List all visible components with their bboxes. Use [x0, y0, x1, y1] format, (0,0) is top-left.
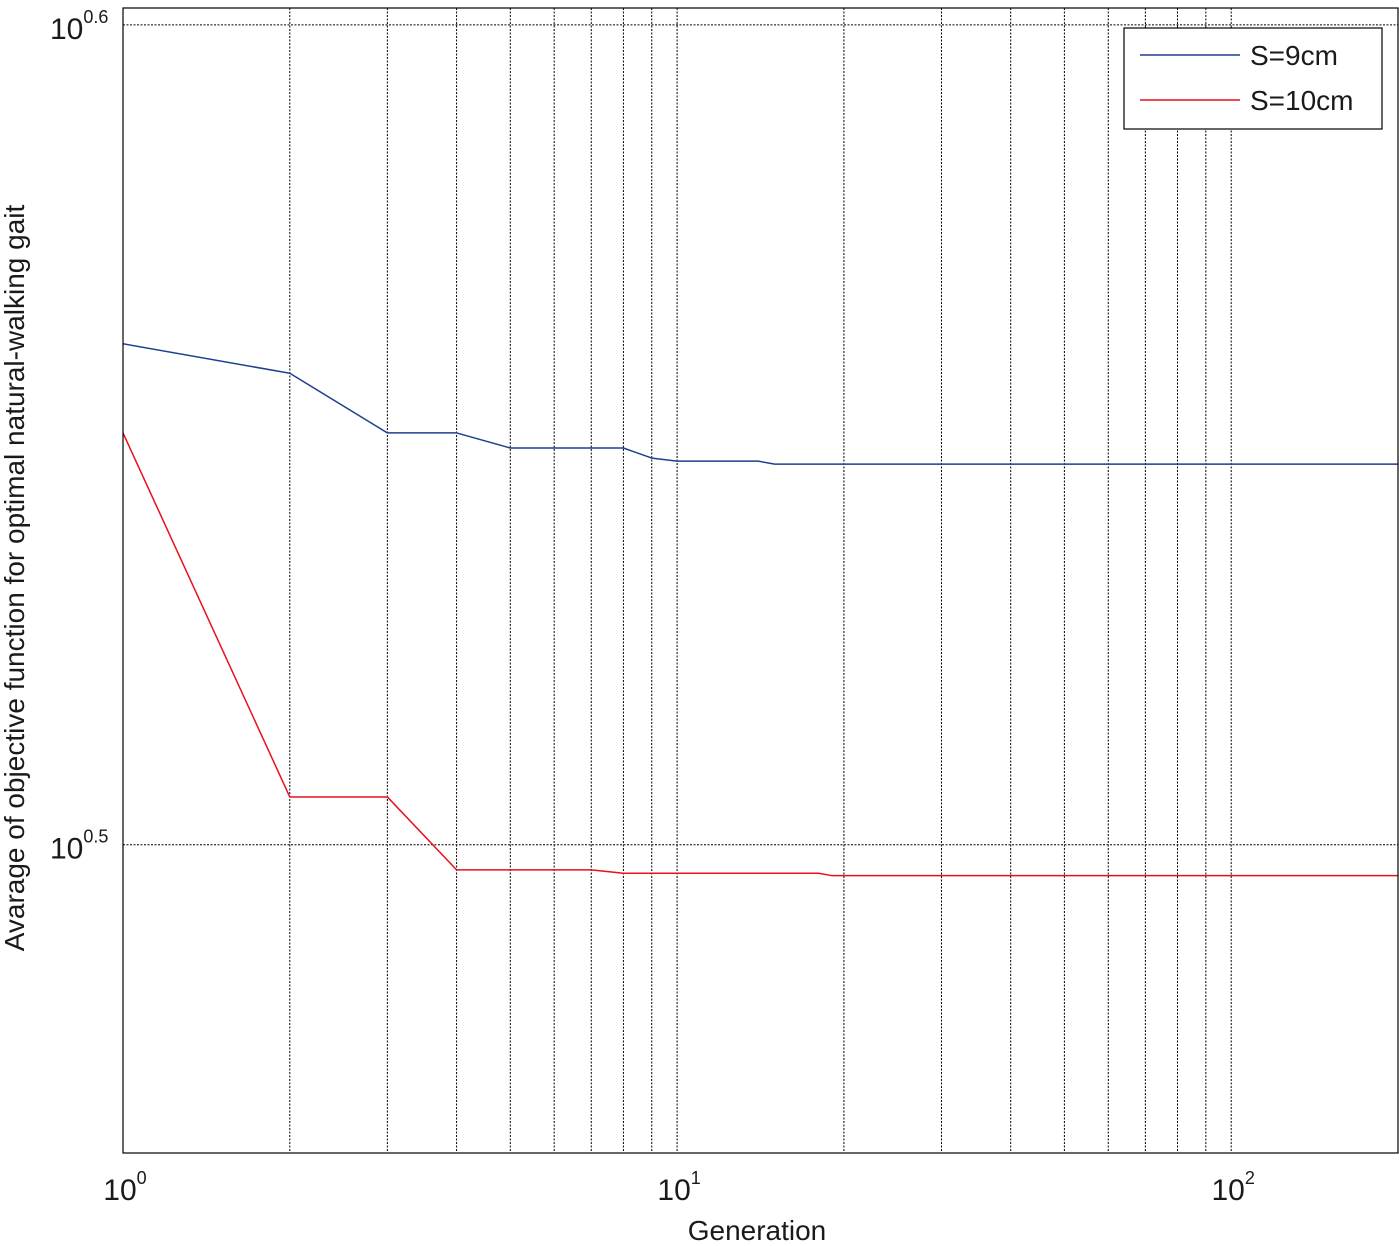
series-lines: [122, 343, 1398, 877]
x-tick-label: 100: [103, 1168, 146, 1207]
legend-label-s10: S=10cm: [1250, 85, 1354, 116]
legend-label-s9: S=9cm: [1250, 40, 1338, 71]
y-tick-label: 100.6: [50, 7, 108, 46]
legend: S=9cm S=10cm: [1123, 27, 1383, 130]
y-tick-label: 100.5: [50, 827, 108, 866]
x-tick-labels: 100 101 102: [103, 1168, 1255, 1207]
plot-frame: [122, 7, 1399, 1154]
y-tick-labels: 100.5 100.6: [50, 7, 108, 866]
legend-box: [1123, 27, 1383, 130]
y-axis-label: Avarage of objective function for optima…: [0, 205, 30, 952]
series-line-s10: [122, 432, 1398, 877]
plot-background: [123, 8, 1398, 1153]
series-line-s9: [122, 343, 1398, 465]
x-tick-label: 101: [657, 1168, 700, 1207]
x-axis-label: Generation: [688, 1215, 827, 1246]
x-tick-label: 102: [1212, 1168, 1255, 1207]
